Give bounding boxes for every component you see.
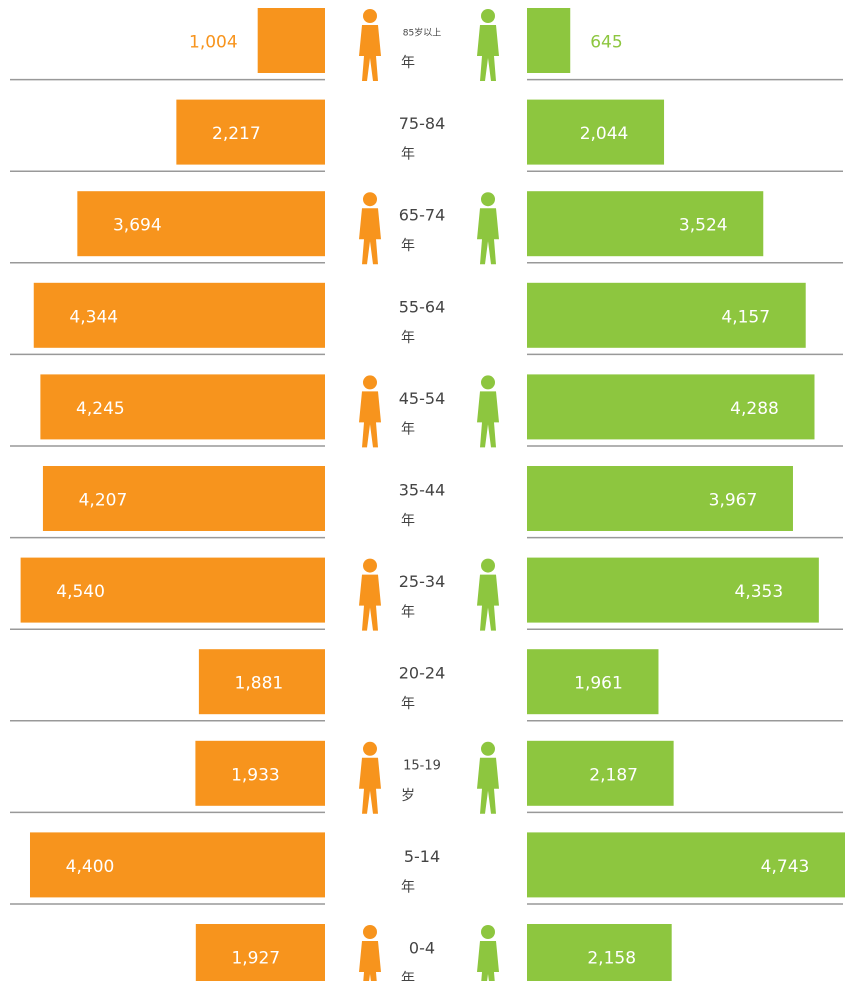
- category-label: 75-84: [399, 114, 446, 133]
- value-label: 4,288: [730, 399, 779, 419]
- value-label: 4,353: [735, 582, 784, 602]
- value-label: 1,004: [189, 33, 238, 53]
- bar: [527, 924, 672, 981]
- figure-icon: [477, 941, 499, 981]
- value-label: 4,245: [76, 399, 125, 419]
- figure-icon: [363, 9, 377, 23]
- figure-icon: [477, 574, 499, 631]
- category-label: 45-54: [399, 389, 446, 408]
- bar: [257, 8, 325, 73]
- figure-icon: [363, 375, 377, 390]
- bar: [40, 374, 325, 440]
- figure-icon: [481, 925, 495, 939]
- value-label: 1,933: [231, 765, 280, 785]
- bar: [527, 649, 659, 715]
- figure-icon: [359, 391, 381, 448]
- category-label: 5-14: [404, 847, 440, 866]
- bar: [527, 832, 845, 898]
- figure-icon: [363, 558, 377, 573]
- value-label: 1,881: [235, 674, 284, 694]
- category-label: 15-19: [403, 758, 441, 773]
- bar: [527, 191, 764, 257]
- figure-icon: [359, 941, 381, 981]
- category-label: 20-24: [399, 664, 446, 683]
- value-label: 4,344: [69, 307, 118, 327]
- value-label: 2,187: [589, 765, 638, 785]
- category-suffix: 年: [401, 238, 415, 254]
- value-label: 3,694: [113, 216, 162, 236]
- category-suffix: 年: [401, 513, 415, 529]
- category-label: 65-74: [399, 206, 446, 225]
- figure-icon: [359, 208, 381, 265]
- figure-icon: [363, 925, 377, 939]
- category-suffix: 年: [401, 421, 415, 437]
- figure-icon: [363, 741, 377, 756]
- value-label: 4,207: [79, 491, 128, 511]
- value-label: 3,967: [709, 491, 758, 511]
- category-suffix: 年: [401, 696, 415, 712]
- bar: [20, 557, 325, 623]
- category-label: 0-4: [409, 939, 435, 958]
- bar: [29, 832, 326, 898]
- value-label: 4,743: [761, 857, 810, 877]
- figure-icon: [359, 25, 381, 81]
- value-label: 3,524: [679, 216, 728, 236]
- value-label: 4,400: [66, 857, 115, 877]
- figure-icon: [477, 25, 499, 81]
- figure-icon: [477, 208, 499, 265]
- category-label: 85岁以上: [403, 27, 441, 39]
- category-suffix: 岁: [401, 788, 415, 804]
- figure-icon: [481, 375, 495, 390]
- bar: [176, 99, 325, 165]
- category-suffix: 年: [401, 55, 415, 71]
- value-label: 2,217: [212, 124, 261, 144]
- figure-icon: [359, 757, 381, 814]
- category-label: 25-34: [399, 572, 446, 591]
- value-label: 2,044: [580, 124, 629, 144]
- bar: [42, 466, 326, 531]
- figure-icon: [481, 192, 495, 207]
- category-suffix: 年: [401, 330, 415, 346]
- figure-icon: [363, 192, 377, 207]
- bar: [198, 649, 325, 715]
- bar: [527, 740, 674, 806]
- category-suffix: 年: [401, 605, 415, 621]
- value-label: 4,157: [721, 307, 770, 327]
- category-suffix: 年: [401, 147, 415, 163]
- value-label: 645: [590, 33, 622, 53]
- figure-icon: [359, 574, 381, 631]
- category-suffix: 年: [401, 879, 415, 895]
- bar: [527, 99, 665, 165]
- category-label: 55-64: [399, 297, 446, 316]
- bar: [195, 924, 325, 981]
- category-label: 35-44: [399, 481, 446, 500]
- bar: [527, 466, 793, 531]
- value-label: 1,927: [231, 949, 280, 969]
- bar: [527, 8, 571, 73]
- figure-icon: [481, 9, 495, 23]
- bar: [195, 740, 325, 806]
- category-suffix: 年: [401, 971, 415, 981]
- figure-icon: [477, 757, 499, 814]
- figure-icon: [481, 558, 495, 573]
- bar: [77, 191, 325, 257]
- bar: [527, 374, 815, 440]
- value-label: 4,540: [56, 582, 105, 602]
- bar: [33, 282, 325, 348]
- bar: [527, 282, 806, 348]
- value-label: 1,961: [574, 674, 623, 694]
- figure-icon: [477, 391, 499, 448]
- figure-icon: [481, 741, 495, 756]
- bar: [527, 557, 819, 623]
- value-label: 2,158: [587, 949, 636, 969]
